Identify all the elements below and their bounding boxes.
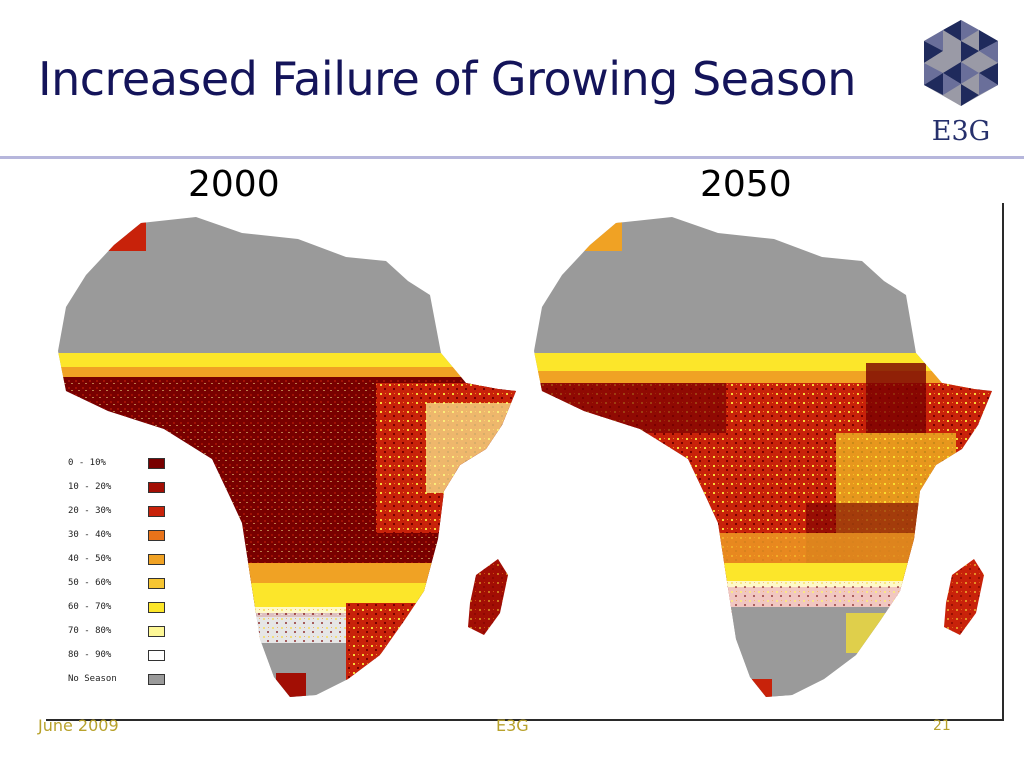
legend-swatch [148,650,165,661]
legend-swatch [148,554,165,565]
legend-item: 10 - 20% [68,479,188,503]
map-year-label-2000: 2000 [188,164,280,205]
legend-item: 30 - 40% [68,527,188,551]
title-divider [0,156,1024,159]
legend-item: 50 - 60% [68,575,188,599]
legend-item: 80 - 90% [68,647,188,671]
legend-swatch [148,506,165,517]
hexagon-logo-icon [924,20,998,106]
africa-map-2050 [534,217,992,697]
legend-label: No Season [68,674,117,684]
legend-label: 0 - 10% [68,458,106,468]
legend-swatch [148,602,165,613]
map-graphics [58,217,992,697]
map-legend: 0 - 10% 10 - 20% 20 - 30% 30 - 40% 40 - … [68,455,188,695]
legend-item: No Season [68,671,188,695]
legend-label: 70 - 80% [68,626,112,636]
legend-label: 80 - 90% [68,650,112,660]
legend-label: 10 - 20% [68,482,112,492]
legend-swatch [148,482,165,493]
legend-label: 20 - 30% [68,506,112,516]
legend-swatch [148,578,165,589]
logo-text: E3G [931,116,991,147]
legend-label: 30 - 40% [68,530,112,540]
legend-swatch [148,674,165,685]
map-year-label-2050: 2050 [700,164,792,205]
e3g-logo: E3G [918,18,1004,147]
legend-label: 50 - 60% [68,578,112,588]
legend-item: 0 - 10% [68,455,188,479]
legend-swatch [148,530,165,541]
footer-date: June 2009 [38,716,119,735]
footer-org: E3G [496,716,529,735]
legend-item: 60 - 70% [68,599,188,623]
legend-swatch [148,458,165,469]
legend-item: 40 - 50% [68,551,188,575]
legend-label: 60 - 70% [68,602,112,612]
footer-page-number: 21 [933,718,951,734]
growing-season-map-figure: 0 - 10% 10 - 20% 20 - 30% 30 - 40% 40 - … [46,203,1004,721]
legend-item: 20 - 30% [68,503,188,527]
legend-label: 40 - 50% [68,554,112,564]
slide-title: Increased Failure of Growing Season [38,52,856,106]
legend-item: 70 - 80% [68,623,188,647]
legend-swatch [148,626,165,637]
